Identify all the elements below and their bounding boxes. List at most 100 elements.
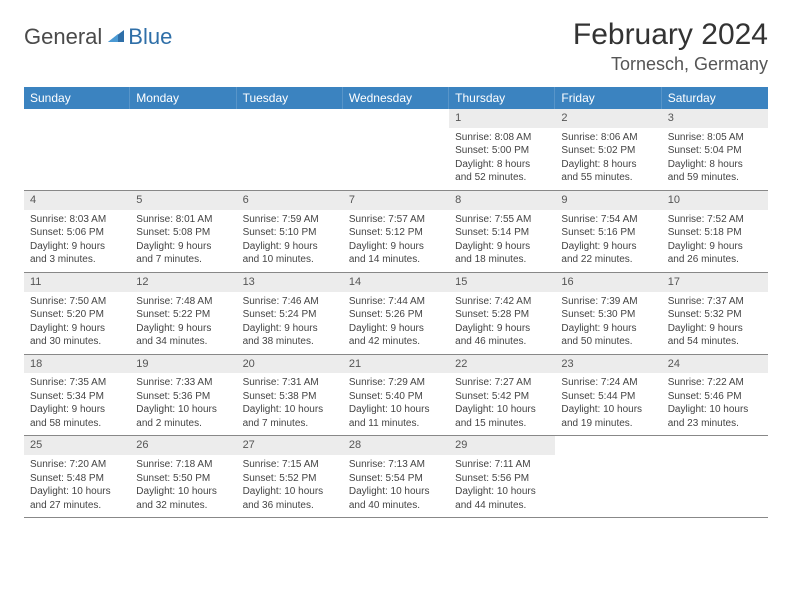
daylight2-text: and 22 minutes. (561, 253, 655, 267)
day-number: 17 (662, 273, 768, 292)
sunset-text: Sunset: 5:22 PM (136, 308, 230, 322)
day-body: Sunrise: 7:54 AMSunset: 5:16 PMDaylight:… (555, 210, 661, 272)
daylight2-text: and 27 minutes. (30, 499, 124, 513)
day-head-tuesday: Tuesday (237, 87, 343, 109)
daylight1-text: Daylight: 10 hours (243, 403, 337, 417)
logo-text-blue: Blue (128, 24, 172, 50)
daylight1-text: Daylight: 9 hours (561, 240, 655, 254)
day-number: 10 (662, 191, 768, 210)
sunset-text: Sunset: 5:18 PM (668, 226, 762, 240)
day-cell: 18Sunrise: 7:35 AMSunset: 5:34 PMDayligh… (24, 355, 130, 436)
day-number: 27 (237, 436, 343, 455)
day-cell (24, 109, 130, 190)
sunset-text: Sunset: 5:12 PM (349, 226, 443, 240)
daylight1-text: Daylight: 9 hours (668, 240, 762, 254)
day-number (24, 109, 130, 128)
sunrise-text: Sunrise: 7:20 AM (30, 458, 124, 472)
logo-text-general: General (24, 24, 102, 50)
week-row: 18Sunrise: 7:35 AMSunset: 5:34 PMDayligh… (24, 355, 768, 437)
daylight2-text: and 11 minutes. (349, 417, 443, 431)
daylight1-text: Daylight: 9 hours (455, 240, 549, 254)
sunrise-text: Sunrise: 8:08 AM (455, 131, 549, 145)
sunset-text: Sunset: 5:00 PM (455, 144, 549, 158)
sunset-text: Sunset: 5:36 PM (136, 390, 230, 404)
day-body: Sunrise: 7:29 AMSunset: 5:40 PMDaylight:… (343, 373, 449, 435)
sunset-text: Sunset: 5:10 PM (243, 226, 337, 240)
daylight2-text: and 18 minutes. (455, 253, 549, 267)
daylight2-text: and 34 minutes. (136, 335, 230, 349)
day-cell: 19Sunrise: 7:33 AMSunset: 5:36 PMDayligh… (130, 355, 236, 436)
daylight2-text: and 3 minutes. (30, 253, 124, 267)
day-cell (237, 109, 343, 190)
day-number: 15 (449, 273, 555, 292)
sunrise-text: Sunrise: 7:39 AM (561, 295, 655, 309)
day-cell: 9Sunrise: 7:54 AMSunset: 5:16 PMDaylight… (555, 191, 661, 272)
day-body: Sunrise: 7:57 AMSunset: 5:12 PMDaylight:… (343, 210, 449, 272)
sunset-text: Sunset: 5:34 PM (30, 390, 124, 404)
day-body: Sunrise: 7:59 AMSunset: 5:10 PMDaylight:… (237, 210, 343, 272)
day-cell: 22Sunrise: 7:27 AMSunset: 5:42 PMDayligh… (449, 355, 555, 436)
daylight2-text: and 44 minutes. (455, 499, 549, 513)
day-cell: 16Sunrise: 7:39 AMSunset: 5:30 PMDayligh… (555, 273, 661, 354)
day-number: 24 (662, 355, 768, 374)
day-body: Sunrise: 7:11 AMSunset: 5:56 PMDaylight:… (449, 455, 555, 517)
daylight2-text: and 14 minutes. (349, 253, 443, 267)
daylight1-text: Daylight: 8 hours (561, 158, 655, 172)
day-cell (130, 109, 236, 190)
daylight1-text: Daylight: 9 hours (455, 322, 549, 336)
sunrise-text: Sunrise: 7:27 AM (455, 376, 549, 390)
sunrise-text: Sunrise: 7:54 AM (561, 213, 655, 227)
day-body: Sunrise: 7:48 AMSunset: 5:22 PMDaylight:… (130, 292, 236, 354)
daylight2-text: and 58 minutes. (30, 417, 124, 431)
location-label: Tornesch, Germany (573, 54, 768, 75)
day-number: 22 (449, 355, 555, 374)
sunset-text: Sunset: 5:50 PM (136, 472, 230, 486)
daylight1-text: Daylight: 9 hours (30, 322, 124, 336)
day-body: Sunrise: 8:06 AMSunset: 5:02 PMDaylight:… (555, 128, 661, 190)
day-cell: 21Sunrise: 7:29 AMSunset: 5:40 PMDayligh… (343, 355, 449, 436)
daylight1-text: Daylight: 9 hours (349, 322, 443, 336)
weeks-container: 1 Sunrise: 8:08 AMSunset: 5:00 PM Daylight… (24, 109, 768, 518)
sunrise-text: Sunrise: 7:46 AM (243, 295, 337, 309)
day-number: 7 (343, 191, 449, 210)
week-row: 1 Sunrise: 8:08 AMSunset: 5:00 PM Daylight… (24, 109, 768, 191)
sunset-text: Sunset: 5:56 PM (455, 472, 549, 486)
day-body: Sunrise: 8:01 AMSunset: 5:08 PMDaylight:… (130, 210, 236, 272)
day-head-friday: Friday (555, 87, 661, 109)
daylight1-text: Daylight: 9 hours (349, 240, 443, 254)
day-cell: 27Sunrise: 7:15 AMSunset: 5:52 PMDayligh… (237, 436, 343, 517)
day-body: Sunrise: 8:05 AMSunset: 5:04 PMDaylight:… (662, 128, 768, 190)
day-body: Sunrise: 7:52 AMSunset: 5:18 PMDaylight:… (662, 210, 768, 272)
sunrise-text: Sunrise: 7:29 AM (349, 376, 443, 390)
week-row: 11Sunrise: 7:50 AMSunset: 5:20 PMDayligh… (24, 273, 768, 355)
sunrise-text: Sunrise: 8:05 AM (668, 131, 762, 145)
daylight1-text: Daylight: 10 hours (349, 485, 443, 499)
daylight2-text: and 32 minutes. (136, 499, 230, 513)
day-number: 25 (24, 436, 130, 455)
daylight2-text: and 54 minutes. (668, 335, 762, 349)
sunrise-text: Sunrise: 7:59 AM (243, 213, 337, 227)
sunset-text: Sunset: 5:44 PM (561, 390, 655, 404)
day-number: 28 (343, 436, 449, 455)
day-cell (555, 436, 661, 517)
calendar: Sunday Monday Tuesday Wednesday Thursday… (24, 87, 768, 518)
day-cell: 7Sunrise: 7:57 AMSunset: 5:12 PMDaylight… (343, 191, 449, 272)
sunrise-text: Sunrise: 7:22 AM (668, 376, 762, 390)
sunset-text: Sunset: 5:48 PM (30, 472, 124, 486)
day-body: Sunrise: 7:35 AMSunset: 5:34 PMDaylight:… (24, 373, 130, 435)
sunrise-text: Sunrise: 7:44 AM (349, 295, 443, 309)
day-body: Sunrise: 7:33 AMSunset: 5:36 PMDaylight:… (130, 373, 236, 435)
sunrise-text: Sunrise: 7:50 AM (30, 295, 124, 309)
logo-sail-icon (106, 26, 126, 49)
day-number: 29 (449, 436, 555, 455)
day-number: 11 (24, 273, 130, 292)
sunrise-text: Sunrise: 8:01 AM (136, 213, 230, 227)
sunset-text: Sunset: 5:26 PM (349, 308, 443, 322)
day-cell: 23Sunrise: 7:24 AMSunset: 5:44 PMDayligh… (555, 355, 661, 436)
daylight1-text: Daylight: 10 hours (561, 403, 655, 417)
sunset-text: Sunset: 5:32 PM (668, 308, 762, 322)
day-number: 1 (449, 109, 555, 128)
daylight1-text: Daylight: 10 hours (668, 403, 762, 417)
daylight1-text: Daylight: 9 hours (136, 240, 230, 254)
sunset-text: Sunset: 5:42 PM (455, 390, 549, 404)
